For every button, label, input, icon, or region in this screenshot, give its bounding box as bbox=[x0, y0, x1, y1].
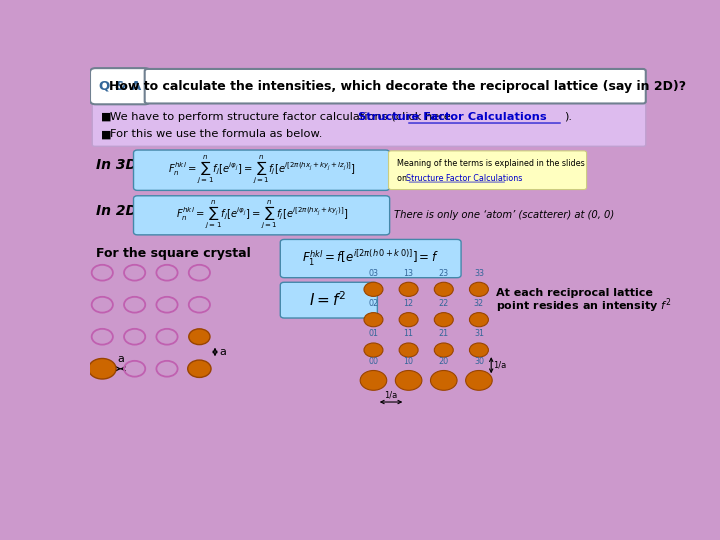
Text: At each reciprocal lattice: At each reciprocal lattice bbox=[496, 288, 653, 299]
Text: Structure Factor Calculations: Structure Factor Calculations bbox=[406, 174, 523, 183]
Text: $F_n^{hkl} = \sum_{j=1}^{n} f_j \left[e^{i\varphi_j}\right] = \sum_{j=1}^{n} f_j: $F_n^{hkl} = \sum_{j=1}^{n} f_j \left[e^… bbox=[176, 199, 348, 232]
Text: ).: ). bbox=[564, 112, 572, 122]
FancyBboxPatch shape bbox=[92, 103, 646, 146]
Text: 23: 23 bbox=[438, 269, 449, 278]
Circle shape bbox=[434, 313, 454, 327]
Circle shape bbox=[364, 313, 383, 327]
Circle shape bbox=[364, 343, 383, 357]
Text: We have to perform structure factor calculations (click here:: We have to perform structure factor calc… bbox=[110, 112, 459, 122]
Text: $F_1^{hkl} = f\left[e^{i[2\pi(h\,0+k\,0)]}\right] = f$: $F_1^{hkl} = f\left[e^{i[2\pi(h\,0+k\,0)… bbox=[302, 249, 439, 268]
Text: 22: 22 bbox=[438, 299, 449, 308]
Text: 32: 32 bbox=[474, 299, 484, 308]
FancyBboxPatch shape bbox=[90, 68, 150, 104]
Text: In 3D: In 3D bbox=[96, 158, 137, 172]
Text: There is only one ‘atom’ (scatterer) at (0, 0): There is only one ‘atom’ (scatterer) at … bbox=[394, 210, 614, 220]
Circle shape bbox=[399, 343, 418, 357]
Text: Q & A: Q & A bbox=[99, 79, 141, 92]
Text: 13: 13 bbox=[404, 269, 413, 278]
Text: 20: 20 bbox=[438, 357, 449, 366]
Circle shape bbox=[399, 282, 418, 296]
Text: 1/a: 1/a bbox=[493, 361, 507, 370]
Text: 12: 12 bbox=[403, 299, 414, 308]
Text: on: on bbox=[397, 174, 410, 183]
Circle shape bbox=[364, 282, 383, 296]
Text: 03: 03 bbox=[369, 269, 379, 278]
FancyBboxPatch shape bbox=[133, 196, 390, 235]
Circle shape bbox=[469, 313, 488, 327]
Circle shape bbox=[434, 343, 454, 357]
Circle shape bbox=[188, 360, 211, 377]
Text: Structure Factor Calculations: Structure Factor Calculations bbox=[110, 112, 546, 122]
FancyBboxPatch shape bbox=[280, 239, 461, 278]
Text: ■: ■ bbox=[101, 112, 112, 122]
Text: ■: ■ bbox=[101, 129, 112, 139]
Circle shape bbox=[189, 329, 210, 345]
Circle shape bbox=[466, 370, 492, 390]
Circle shape bbox=[469, 282, 488, 296]
FancyBboxPatch shape bbox=[280, 282, 377, 318]
Text: For this we use the formula as below.: For this we use the formula as below. bbox=[110, 129, 323, 139]
Text: How to calculate the intensities, which decorate the reciprocal lattice (say in : How to calculate the intensities, which … bbox=[109, 79, 687, 92]
Text: 33: 33 bbox=[474, 269, 484, 278]
Text: 31: 31 bbox=[474, 329, 484, 339]
Text: 21: 21 bbox=[438, 329, 449, 339]
Circle shape bbox=[399, 313, 418, 327]
Text: 30: 30 bbox=[474, 357, 484, 366]
Circle shape bbox=[89, 359, 116, 379]
Circle shape bbox=[434, 282, 454, 296]
FancyBboxPatch shape bbox=[145, 69, 646, 104]
Text: point resides an intensity $f^2$: point resides an intensity $f^2$ bbox=[496, 296, 672, 315]
Text: For the square crystal: For the square crystal bbox=[96, 247, 251, 260]
Text: 1/a: 1/a bbox=[384, 390, 397, 400]
Text: a: a bbox=[220, 347, 226, 357]
Text: In 2D: In 2D bbox=[96, 204, 137, 218]
Circle shape bbox=[395, 370, 422, 390]
Text: a: a bbox=[117, 354, 124, 364]
Circle shape bbox=[431, 370, 457, 390]
FancyBboxPatch shape bbox=[389, 151, 587, 190]
Text: Meaning of the terms is explained in the slides: Meaning of the terms is explained in the… bbox=[397, 159, 585, 168]
Text: 11: 11 bbox=[404, 329, 413, 339]
Circle shape bbox=[360, 370, 387, 390]
Text: 01: 01 bbox=[369, 329, 379, 339]
Text: $I = f^2$: $I = f^2$ bbox=[309, 291, 346, 309]
Text: 00: 00 bbox=[369, 357, 379, 366]
Circle shape bbox=[469, 343, 488, 357]
Text: 10: 10 bbox=[404, 357, 413, 366]
Text: 02: 02 bbox=[369, 299, 379, 308]
FancyBboxPatch shape bbox=[133, 150, 390, 191]
Text: $F_n^{hkl} = \sum_{j=1}^{n} f_j \left[e^{i\varphi_j}\right] = \sum_{j=1}^{n} f_j: $F_n^{hkl} = \sum_{j=1}^{n} f_j \left[e^… bbox=[168, 154, 356, 186]
